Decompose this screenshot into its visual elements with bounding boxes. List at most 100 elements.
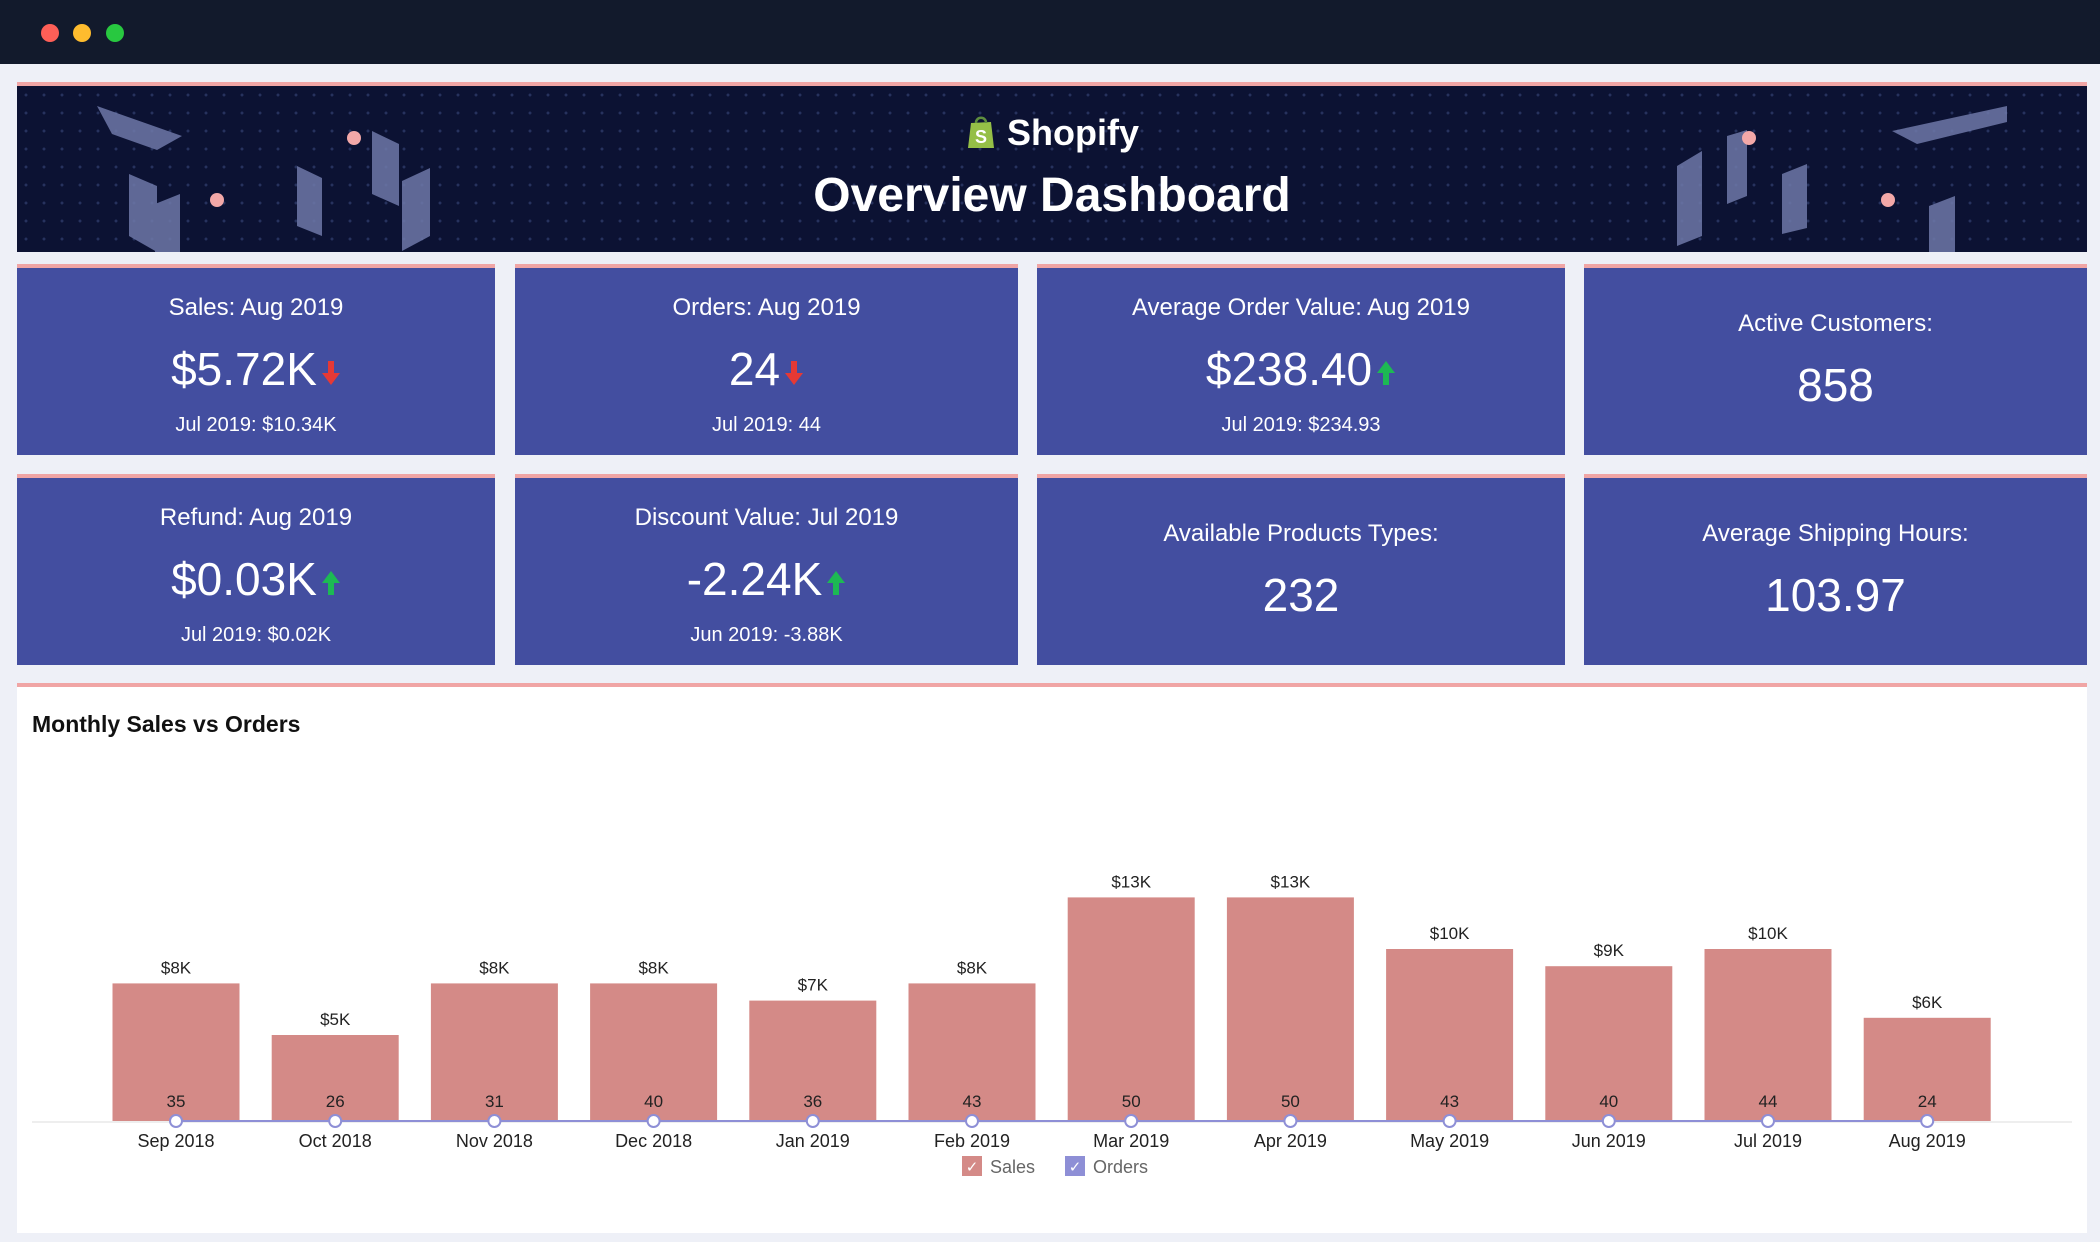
orders-data-label: 26 [326,1092,345,1111]
sales-bar[interactable] [1386,949,1514,1121]
sales-bar[interactable] [1863,1017,1991,1121]
brand-name: Shopify [1007,112,1139,153]
orders-point[interactable] [965,1114,979,1128]
x-tick-label: Oct 2018 [299,1131,372,1151]
sales-data-label: $13K [1271,872,1311,891]
orders-point[interactable] [487,1114,502,1128]
kpi-compare: Jul 2019: $0.02K [180,624,332,646]
sales-bar[interactable] [271,1035,399,1121]
sales-bar[interactable] [1226,897,1354,1121]
kpi-card-orders[interactable]: Orders: Aug 2019 24 Jul 2019: 44 [515,264,1018,455]
kpi-title: Average Order Value: Aug 2019 [1131,294,1470,321]
banner-decoration [97,106,2007,252]
sales-data-label: $8K [161,958,192,977]
kpi-title: Sales: Aug 2019 [168,294,344,321]
sales-bar[interactable] [590,983,718,1121]
sales-data-label: $8K [479,958,510,977]
kpi-value: 232 [1262,569,1340,621]
orders-data-label: 24 [1918,1092,1937,1111]
legend-check-icon: ✓ [966,1159,979,1176]
trend-up-icon [321,570,340,595]
sales-bar[interactable] [430,983,558,1121]
orders-data-label: 35 [167,1092,186,1111]
x-tick-label: Nov 2018 [456,1131,533,1151]
kpi-value: 103.97 [1765,569,1906,621]
x-tick-label: Jun 2019 [1572,1131,1646,1151]
chart-panel: Monthly Sales vs Orders $8K 35 Sep 2018 $5K… [17,683,2087,1233]
kpi-card-average-shipping-hours[interactable]: Average Shipping Hours: 103.97 [1584,474,2087,665]
kpi-value: $0.03K [171,553,317,605]
sales-data-label: $13K [1111,872,1151,891]
orders-point[interactable] [1761,1114,1775,1128]
kpi-value: 858 [1797,359,1874,411]
chart-title: Monthly Sales vs Orders [32,711,301,737]
kpi-card-average-order-value[interactable]: Average Order Value: Aug 2019 $238.40 Ju… [1037,264,1565,455]
kpi-card-active-customers[interactable]: Active Customers: 858 [1584,264,2087,455]
kpi-card-available-product-types[interactable]: Available Products Types: 232 [1037,474,1565,665]
x-tick-label: Dec 2018 [615,1131,692,1151]
kpi-title: Available Products Types: [1163,520,1439,547]
window-titlebar [0,0,2100,64]
kpi-card-refund[interactable]: Refund: Aug 2019 $0.03K Jul 2019: $0.02K [17,474,495,665]
orders-point[interactable] [805,1114,820,1128]
orders-data-label: 50 [1122,1092,1141,1111]
sales-bar[interactable] [1704,949,1832,1121]
dashboard-header: S Shopify Overview Dashboard [17,82,2087,252]
orders-point[interactable] [1124,1114,1139,1128]
legend-sales-swatch[interactable] [962,1156,982,1176]
trend-down-icon [785,360,804,385]
orders-point[interactable] [1601,1114,1616,1128]
sales-bar[interactable] [749,1000,877,1121]
trend-up-icon [1377,360,1396,385]
orders-point[interactable] [169,1114,183,1128]
orders-point[interactable] [1283,1114,1298,1128]
shopify-bag-icon: S [968,116,994,148]
page-title: Overview Dashboard [813,169,1291,222]
kpi-value: 24 [728,343,781,395]
kpi-title: Discount Value: Jul 2019 [634,504,899,531]
orders-point[interactable] [328,1114,343,1128]
trend-down-icon [321,360,340,385]
orders-data-label: 40 [644,1092,663,1111]
legend-orders-swatch[interactable] [1065,1156,1085,1176]
kpi-compare: Jun 2019: -3.88K [690,624,843,646]
sales-bar[interactable] [1545,966,1673,1121]
kpi-card-discount-value[interactable]: Discount Value: Jul 2019 -2.24K Jun 2019… [515,474,1018,665]
trend-up-icon [827,570,846,595]
orders-data-label: 43 [963,1092,982,1111]
kpi-value: $238.40 [1205,343,1373,395]
x-tick-label: Feb 2019 [934,1131,1010,1151]
legend-sales-label[interactable]: Sales [990,1157,1035,1177]
x-tick-label: Aug 2019 [1889,1131,1966,1151]
orders-point[interactable] [1442,1114,1457,1128]
sales-bar[interactable] [1067,897,1195,1121]
x-tick-label: Apr 2019 [1254,1131,1327,1151]
sales-orders-chart: $8K 35 Sep 2018 $5K 26 Oct 2018 $8K 31 Nov 2018 $… [32,872,2072,1177]
orders-point[interactable] [1920,1114,1935,1128]
x-tick-label: May 2019 [1410,1131,1489,1151]
x-tick-label: Jan 2019 [776,1131,850,1151]
kpi-compare: Jul 2019: 44 [712,414,821,436]
sales-bar[interactable] [908,983,1036,1121]
x-tick-label: Mar 2019 [1093,1131,1169,1151]
close-dot[interactable] [41,24,59,42]
kpi-value: $5.72K [171,343,317,395]
kpi-compare: Jul 2019: $10.34K [175,414,337,436]
x-tick-label: Jul 2019 [1734,1131,1802,1151]
legend-orders-label[interactable]: Orders [1093,1157,1148,1177]
sales-data-label: $7K [798,976,829,995]
orders-point[interactable] [646,1114,661,1128]
kpi-title: Refund: Aug 2019 [159,504,353,531]
sales-bar[interactable] [112,983,240,1121]
orders-data-label: 40 [1599,1092,1618,1111]
kpi-card-sales[interactable]: Sales: Aug 2019 $5.72K Jul 2019: $10.34K [17,264,495,455]
legend-check-icon: ✓ [1069,1159,1082,1176]
sales-data-label: $9K [1594,941,1625,960]
sales-data-label: $10K [1748,924,1788,943]
kpi-title: Orders: Aug 2019 [672,294,861,321]
kpi-compare: Jul 2019: $234.93 [1221,414,1381,436]
minimize-dot[interactable] [73,24,91,42]
kpi-title: Average Shipping Hours: [1702,520,1969,547]
sales-data-label: $8K [957,958,988,977]
maximize-dot[interactable] [106,24,124,42]
